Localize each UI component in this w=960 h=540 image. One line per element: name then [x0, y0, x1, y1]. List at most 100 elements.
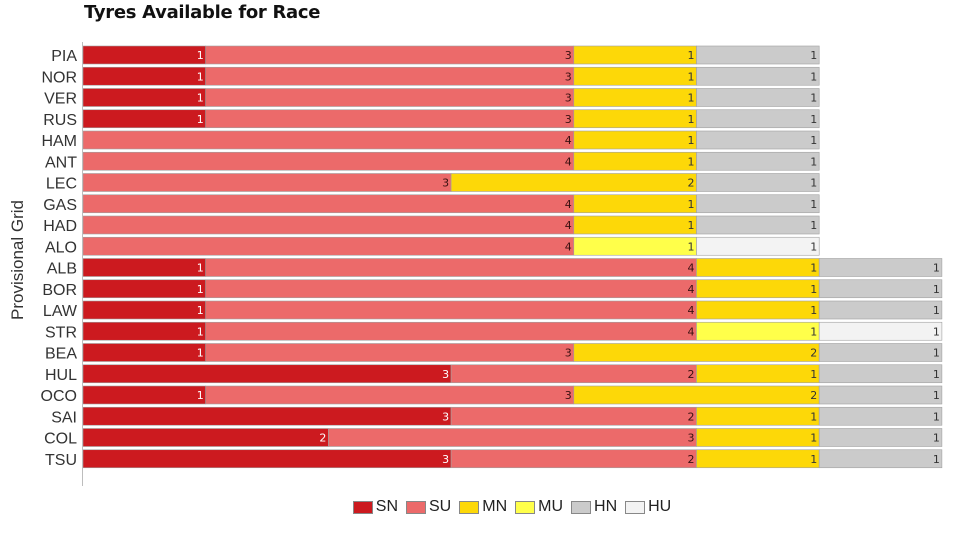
data-label-law-su: 4 — [688, 304, 695, 317]
data-label-ham-mn: 1 — [688, 134, 695, 147]
data-label-lec-su: 3 — [442, 177, 449, 190]
data-label-bea-su: 3 — [565, 347, 572, 360]
bar-gas-hn — [696, 194, 820, 214]
legend-item-mn: MN — [459, 498, 507, 516]
bar-lec-hn — [696, 173, 820, 192]
data-label-bor-sn: 1 — [197, 283, 204, 296]
y-tick-gas: GAS — [43, 197, 77, 214]
data-label-bor-su: 4 — [688, 283, 695, 296]
bar-bea-hn — [818, 343, 943, 362]
legend: SN SU MN MU HN HU — [0, 498, 960, 516]
y-tick-bor: BOR — [42, 282, 77, 299]
bar-pia-sn — [82, 45, 206, 65]
y-tick-ver: VER — [44, 91, 77, 108]
bar-law-mn — [696, 300, 820, 320]
data-label-law-sn: 1 — [197, 304, 204, 317]
legend-label-hn: HN — [594, 498, 618, 515]
y-tick-labels: PIA NOR VER RUS HAM ANT LEC GAS HAD ALO ALB BOR LAW S… — [41, 48, 78, 469]
data-label-hul-hn: 1 — [933, 368, 940, 381]
data-label-sai-hn: 1 — [933, 410, 940, 423]
bar-pia-hn — [696, 45, 820, 65]
y-tick-bea: BEA — [45, 346, 77, 363]
data-label-col-su: 3 — [688, 432, 695, 445]
bar-tsu-mn — [696, 449, 820, 469]
data-label-col-mn: 1 — [810, 432, 817, 445]
bar-sai-sn — [82, 406, 452, 426]
data-label-pia-su: 3 — [565, 49, 572, 62]
data-label-hul-su: 2 — [688, 368, 695, 381]
legend-item-hu: HU — [625, 498, 671, 516]
data-label-had-hn: 1 — [810, 219, 817, 232]
data-label-alb-hn: 1 — [933, 262, 940, 275]
y-tick-hul: HUL — [45, 367, 77, 384]
legend-item-hn: HN — [571, 498, 617, 516]
bar-law-sn — [82, 300, 206, 320]
data-label-had-mn: 1 — [688, 219, 695, 232]
bar-bea-sn — [82, 343, 206, 362]
bar-had-hn — [696, 215, 820, 235]
data-label-pia-hn: 1 — [810, 49, 817, 62]
bar-bea-mn — [573, 343, 820, 362]
data-label-pia-mn: 1 — [688, 49, 695, 62]
legend-swatch-hu — [625, 500, 646, 514]
bar-oco-hn — [818, 385, 943, 405]
data-label-bor-hn: 1 — [933, 283, 940, 296]
bar-ant-su — [82, 151, 575, 171]
bar-str-mu — [696, 321, 820, 341]
bar-str-su — [205, 321, 697, 341]
bar-tsu-hn — [818, 449, 943, 469]
legend-label-mu: MU — [538, 498, 564, 515]
y-tick-ant: ANT — [45, 154, 77, 171]
data-label-had-su: 4 — [565, 219, 572, 232]
data-label-rus-su: 3 — [565, 113, 572, 126]
bar-ant-hn — [696, 151, 820, 171]
data-label-gas-hn: 1 — [810, 198, 817, 211]
y-tick-oco: OCO — [41, 388, 77, 405]
bar-col-mn — [696, 428, 820, 447]
bars-group: 1 3 1 1 1 3 1 1 1 3 1 1 1 3 1 1 4 1 1 4 1 1 3 2 1 4 1 1 4 1 1 4 1 1 1 4 1 1 1 4… — [82, 45, 943, 469]
data-label-lec-hn: 1 — [810, 177, 817, 190]
bar-law-su — [205, 300, 697, 320]
bar-rus-sn — [82, 109, 206, 129]
bar-rus-hn — [696, 109, 820, 129]
y-tick-alo: ALO — [45, 239, 77, 256]
legend-label-su: SU — [429, 498, 452, 515]
data-label-col-sn: 2 — [319, 432, 326, 445]
bar-alb-sn — [82, 258, 206, 277]
bar-ham-su — [82, 130, 575, 150]
data-label-str-mu: 1 — [810, 325, 817, 338]
y-tick-law: LAW — [43, 303, 78, 320]
data-label-nor-su: 3 — [565, 70, 572, 83]
y-tick-rus: RUS — [43, 112, 77, 129]
bar-sai-mn — [696, 406, 820, 426]
legend-swatch-mn — [459, 500, 480, 514]
y-tick-ham: HAM — [41, 133, 77, 150]
bar-law-hn — [818, 300, 943, 320]
data-label-col-hn: 1 — [933, 432, 940, 445]
data-label-nor-sn: 1 — [197, 70, 204, 83]
bar-col-hn — [818, 428, 943, 447]
data-label-str-hu: 1 — [933, 325, 940, 338]
legend-item-mu: MU — [515, 498, 563, 516]
data-label-alo-su: 4 — [565, 240, 572, 253]
data-label-bea-mn: 2 — [810, 347, 817, 360]
bar-hul-su — [450, 364, 697, 384]
y-tick-alb: ALB — [47, 261, 77, 278]
data-label-ver-mn: 1 — [688, 92, 695, 105]
data-label-ham-hn: 1 — [810, 134, 817, 147]
bar-pia-mn — [573, 45, 697, 65]
bar-bor-su — [205, 279, 697, 299]
legend-swatch-mu — [515, 500, 536, 514]
bar-lec-su — [82, 173, 452, 192]
bar-hul-hn — [818, 364, 943, 384]
bar-tsu-sn — [82, 449, 452, 469]
bar-tsu-su — [450, 449, 697, 469]
data-label-tsu-su: 2 — [688, 453, 695, 466]
bar-sai-hn — [818, 406, 943, 426]
data-label-str-sn: 1 — [197, 325, 204, 338]
data-label-ant-hn: 1 — [810, 155, 817, 168]
data-label-ant-mn: 1 — [688, 155, 695, 168]
y-tick-nor: NOR — [41, 69, 77, 86]
bar-nor-mn — [573, 66, 697, 86]
